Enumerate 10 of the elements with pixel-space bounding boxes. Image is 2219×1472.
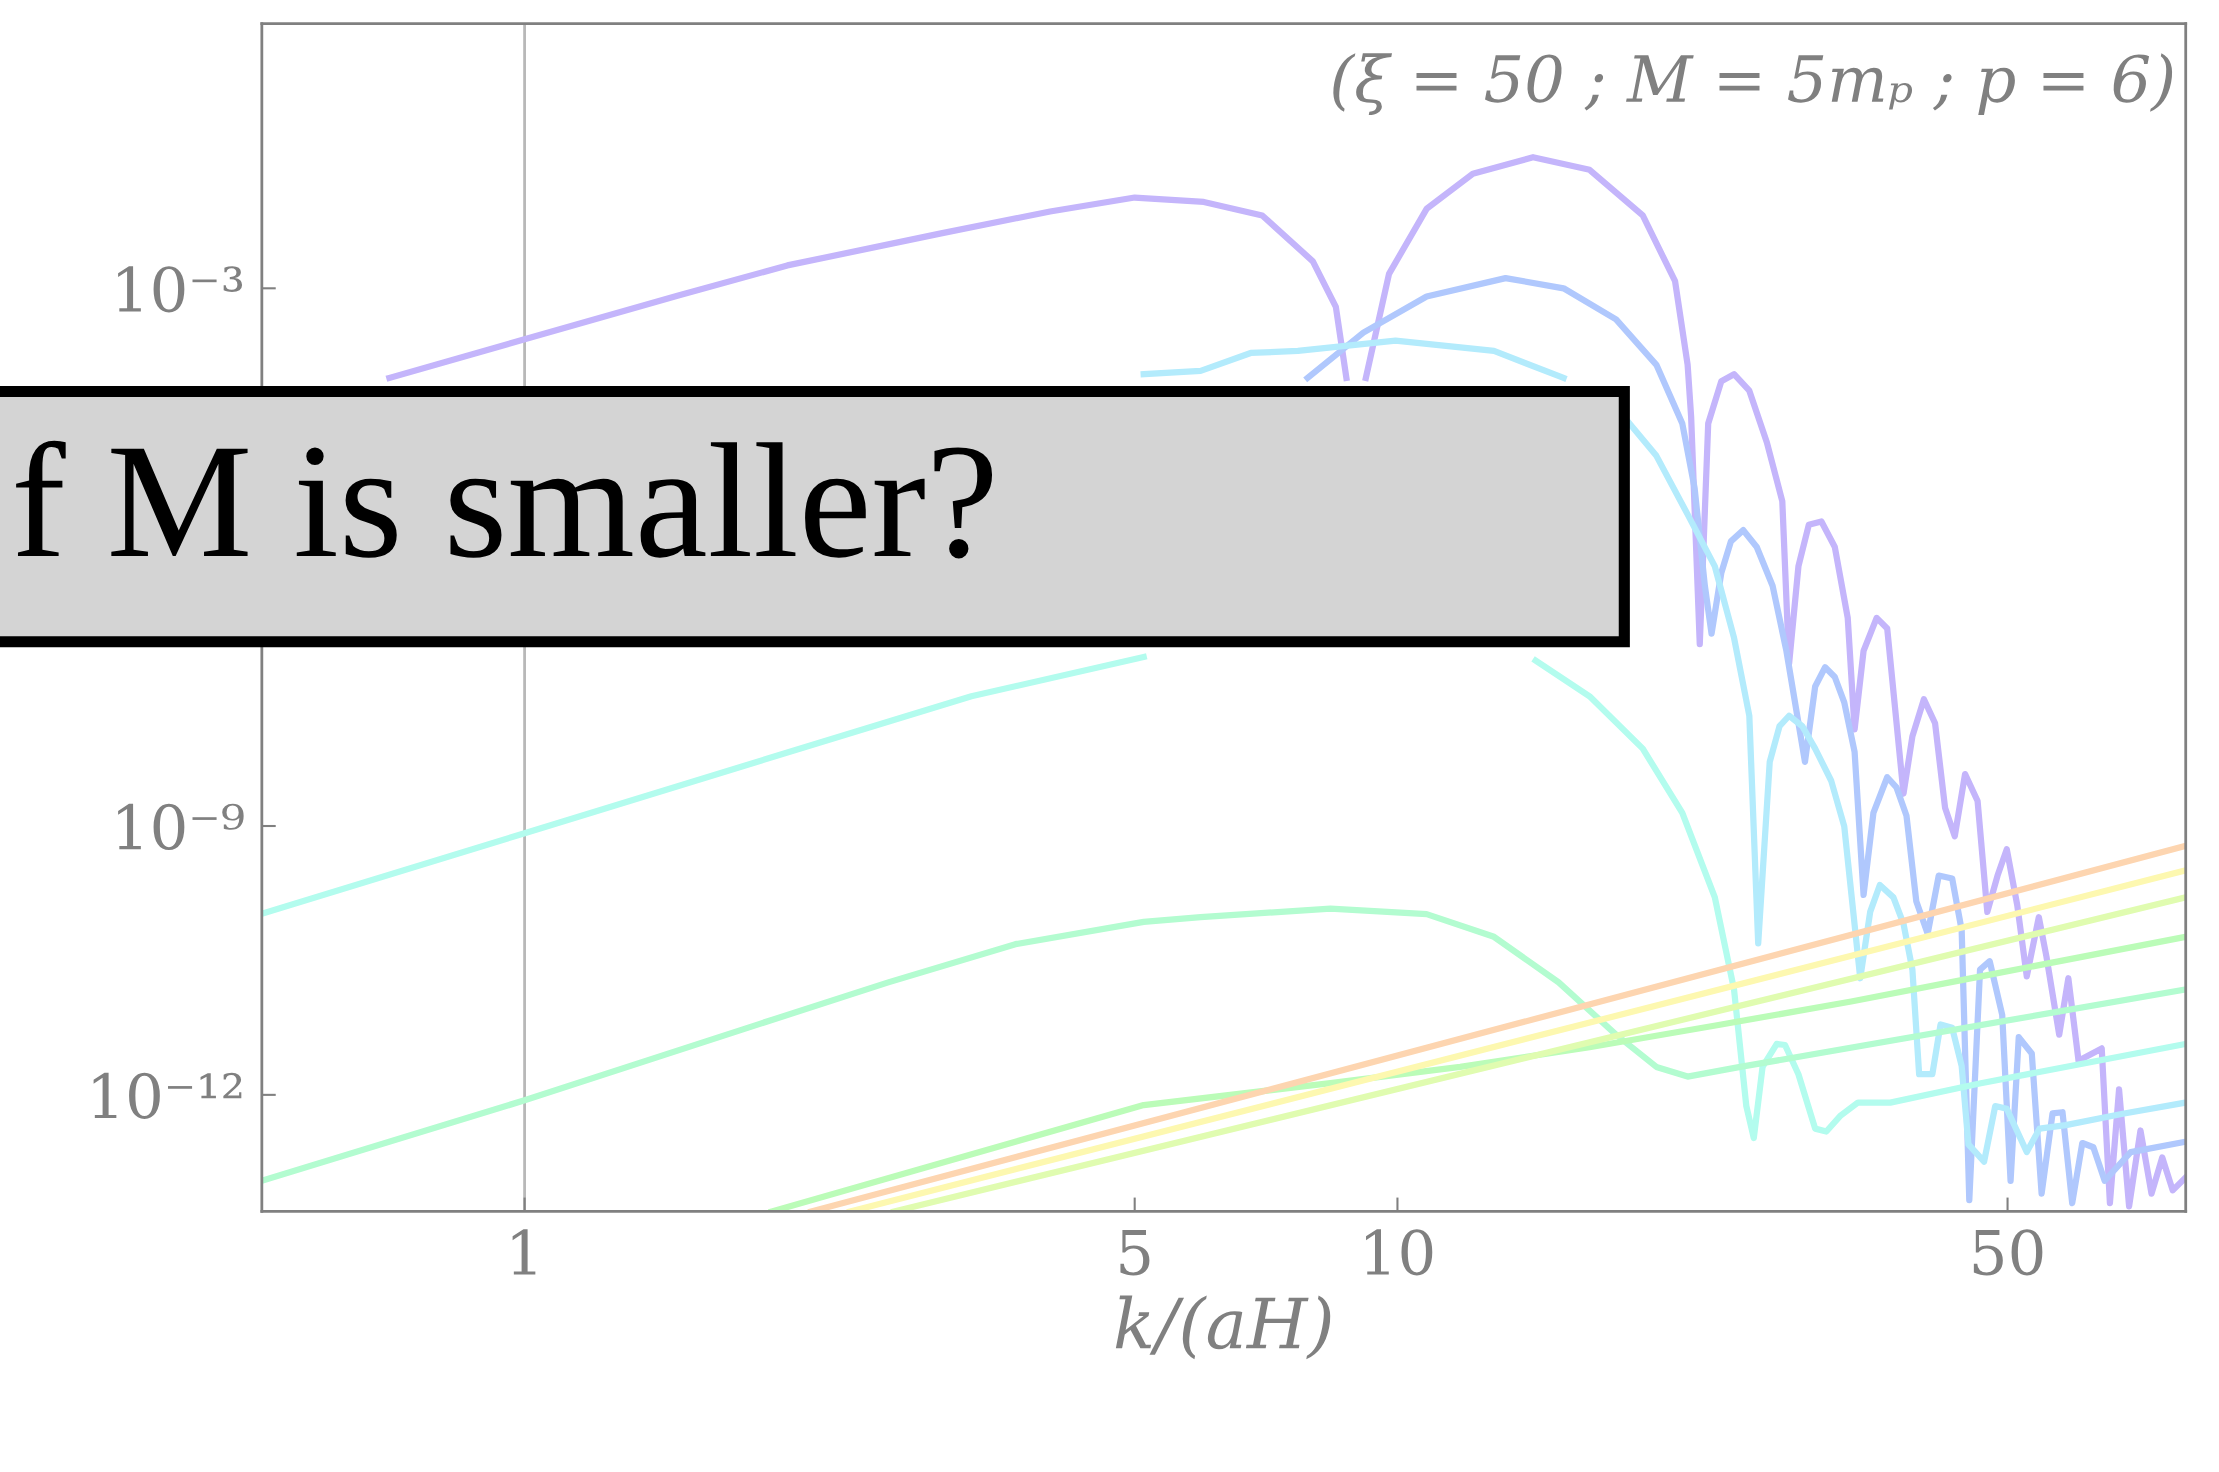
x-tick-label: 50 bbox=[1973, 1229, 2043, 1276]
annotation: (ξ = 50 ; M = 5mₚ ; p = 6) bbox=[1333, 53, 2173, 116]
x-axis-title: k/(aH) bbox=[1115, 1295, 1331, 1360]
x-tick-label: 5 bbox=[1120, 1230, 1150, 1276]
y-tick-label: 10⁻³ bbox=[118, 266, 243, 313]
annotation: f M is smaller? bbox=[16, 440, 993, 559]
x-tick-label: 1 bbox=[512, 1229, 536, 1275]
x-tick-label: 10 bbox=[1366, 1229, 1433, 1276]
y-tick-label: 10⁻¹² bbox=[93, 1072, 242, 1119]
y-tick-label: 10⁻⁹ bbox=[118, 803, 244, 851]
